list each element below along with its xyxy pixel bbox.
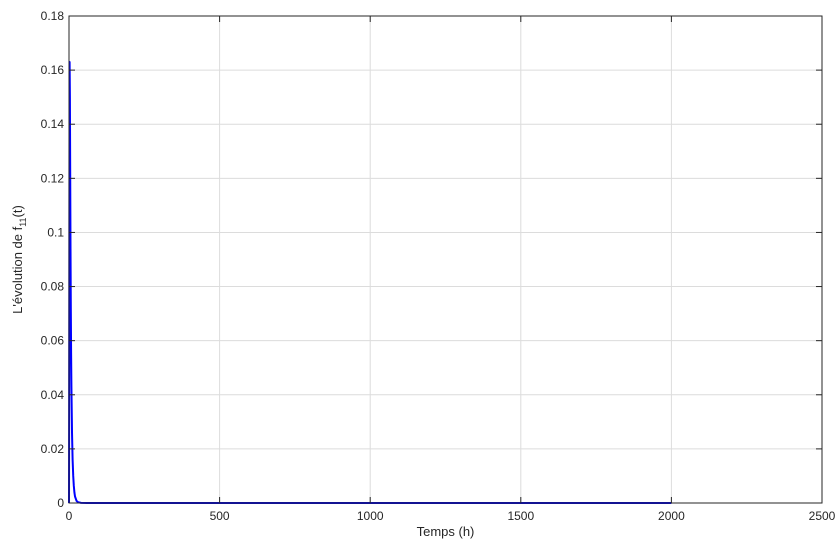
plot-frame (68, 15, 823, 504)
y-axis-label-suffix: (t) (10, 205, 25, 217)
y-tick-label: 0 (57, 496, 64, 510)
x-axis-label: Temps (h) (417, 524, 475, 539)
y-tick-label: 0.18 (41, 9, 65, 23)
y-axis-label-subscript: 11 (18, 217, 28, 226)
y-tick-label: 0.08 (41, 280, 65, 294)
x-tick-label: 0 (66, 509, 73, 523)
y-tick-label: 0.04 (41, 388, 65, 402)
y-tick-label: 0.16 (41, 63, 65, 77)
x-tick-label: 2500 (809, 509, 836, 523)
axis-ticks: 0 500 1000 1500 2000 2500 0 0.02 0.04 0.06 0.08 0.1… (41, 9, 836, 523)
y-tick-label: 0.1 (47, 225, 64, 239)
y-axis-label: L'évolution de f11(t) (10, 205, 28, 314)
y-tick-label: 0.02 (41, 442, 65, 456)
x-tick-label: 2000 (658, 509, 685, 523)
y-tick-label: 0.12 (41, 171, 65, 185)
x-tick-label: 1500 (507, 509, 534, 523)
y-tick-label: 0.14 (41, 117, 65, 131)
y-tick-label: 0.06 (41, 334, 65, 348)
grid-lines (68, 15, 823, 504)
x-tick-label: 1000 (357, 509, 384, 523)
x-tick-label: 500 (210, 509, 230, 523)
y-axis-label-prefix: L'évolution de f (10, 226, 25, 313)
